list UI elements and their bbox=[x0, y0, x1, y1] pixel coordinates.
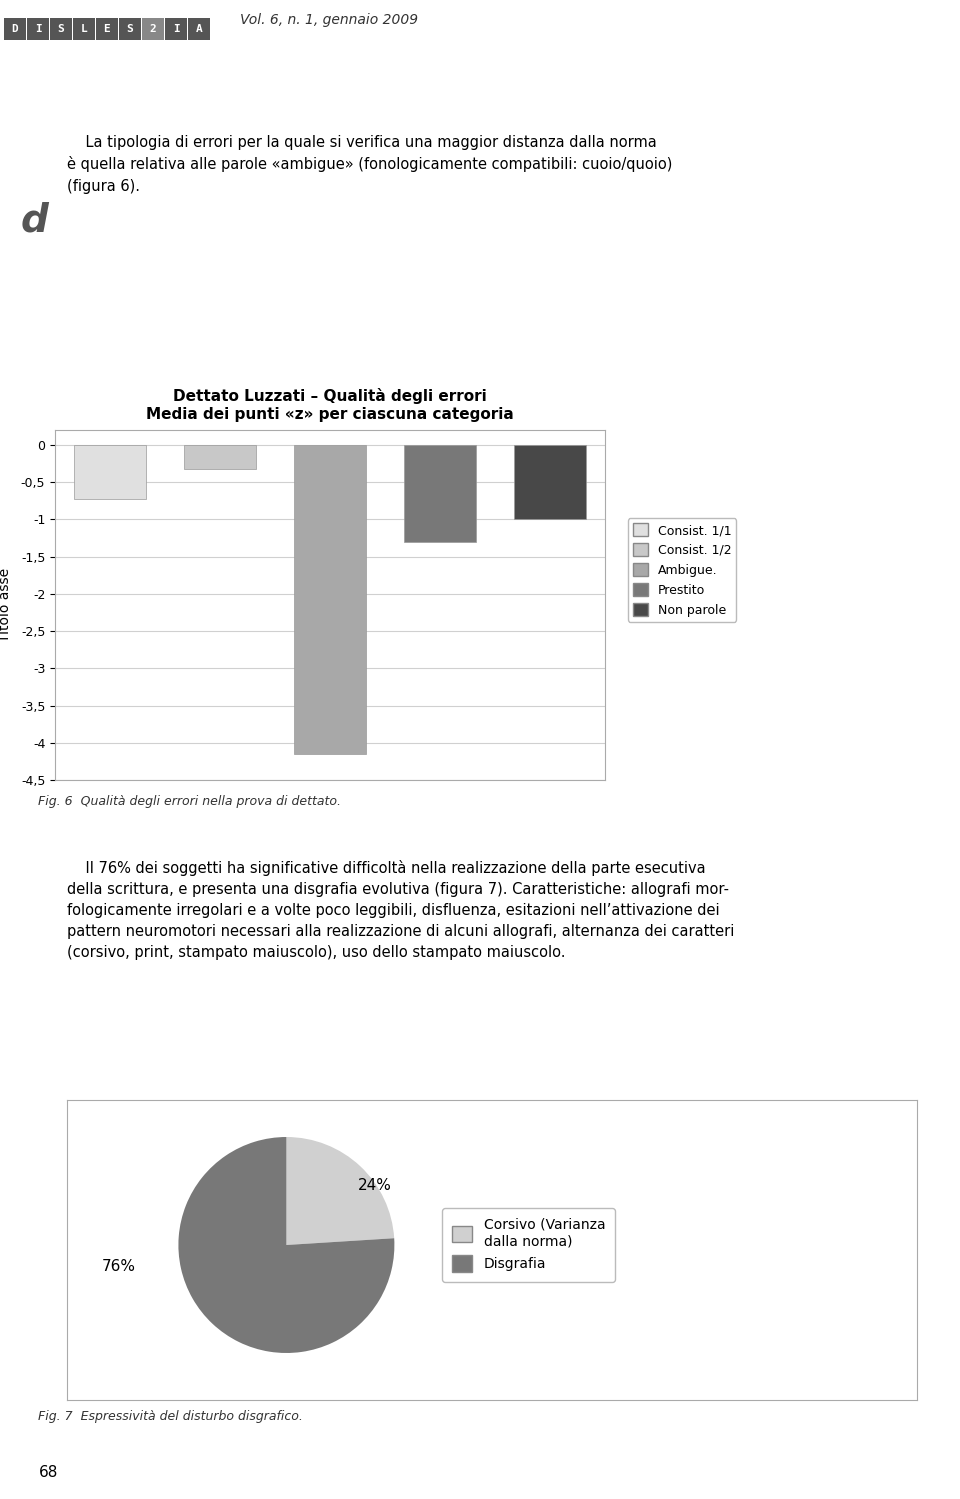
Text: Fig. 7  Espressività del disturbo disgrafico.: Fig. 7 Espressività del disturbo disgraf… bbox=[38, 1411, 303, 1423]
Bar bbox=[184, 445, 255, 469]
Bar bbox=[74, 445, 146, 499]
Text: Vol. 6, n. 1, gennaio 2009: Vol. 6, n. 1, gennaio 2009 bbox=[240, 13, 419, 27]
Legend: Corsivo (Varianza
dalla norma), Disgrafia: Corsivo (Varianza dalla norma), Disgrafi… bbox=[442, 1208, 614, 1282]
Y-axis label: Titolo asse: Titolo asse bbox=[0, 568, 12, 642]
Text: 24%: 24% bbox=[357, 1178, 392, 1193]
Text: E: E bbox=[104, 24, 110, 34]
Text: 2: 2 bbox=[150, 24, 156, 34]
Text: Il 76% dei soggetti ha significative difficoltà nella realizzazione della parte : Il 76% dei soggetti ha significative dif… bbox=[67, 860, 734, 959]
Bar bbox=[404, 445, 476, 541]
Bar bbox=[295, 445, 366, 754]
Text: I: I bbox=[35, 24, 41, 34]
Text: D: D bbox=[12, 24, 18, 34]
Legend: Consist. 1/1, Consist. 1/2, Ambigue., Prestito, Non parole: Consist. 1/1, Consist. 1/2, Ambigue., Pr… bbox=[628, 519, 736, 622]
Bar bbox=[515, 445, 586, 519]
Text: A: A bbox=[196, 24, 203, 34]
Text: S: S bbox=[58, 24, 64, 34]
Title: Dettato Luzzati – Qualità degli errori
Media dei punti «z» per ciascuna categori: Dettato Luzzati – Qualità degli errori M… bbox=[146, 388, 514, 421]
Text: L: L bbox=[81, 24, 87, 34]
Text: Fig. 6  Qualità degli errori nella prova di dettato.: Fig. 6 Qualità degli errori nella prova … bbox=[38, 794, 342, 808]
Text: S: S bbox=[127, 24, 133, 34]
Wedge shape bbox=[286, 1138, 395, 1246]
Text: 68: 68 bbox=[38, 1465, 58, 1481]
Text: I: I bbox=[173, 24, 180, 34]
Wedge shape bbox=[179, 1138, 395, 1354]
Text: d: d bbox=[21, 201, 49, 238]
Text: 76%: 76% bbox=[102, 1259, 135, 1274]
Text: La tipologia di errori per la quale si verifica una maggior distanza dalla norma: La tipologia di errori per la quale si v… bbox=[67, 135, 673, 193]
